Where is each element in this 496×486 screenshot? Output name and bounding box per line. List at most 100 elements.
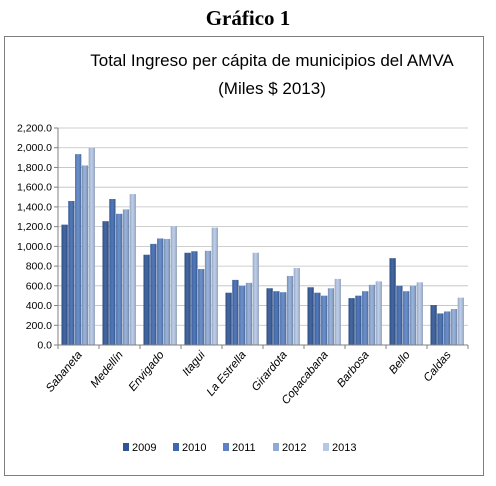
- bar: [307, 287, 314, 345]
- chart-subtitle: (Miles $ 2013): [218, 79, 326, 98]
- bar-shade: [157, 238, 164, 345]
- bar-shade: [150, 243, 157, 345]
- bar: [314, 292, 321, 345]
- legend-label: 2013: [332, 442, 356, 454]
- bar: [273, 291, 280, 345]
- bar-shade: [116, 213, 123, 345]
- category-label: Barbosa: [335, 349, 372, 390]
- y-tick-label: 1,000.0: [17, 241, 52, 253]
- bar: [266, 288, 273, 345]
- legend-swatch: [173, 443, 179, 451]
- bar-shade: [239, 285, 246, 345]
- bar: [321, 295, 328, 345]
- legend: 2009 2010 2011 2012 2013: [123, 442, 356, 454]
- bar: [143, 254, 150, 345]
- category-label: La Estrella: [205, 349, 249, 398]
- bar-shade: [280, 292, 287, 345]
- bar-shade: [143, 254, 150, 345]
- legend-swatch: [273, 443, 279, 451]
- legend-item: 2009: [123, 442, 156, 454]
- bar-shade: [129, 194, 136, 345]
- bar-shade: [307, 287, 314, 345]
- legend-label: 2009: [132, 442, 156, 454]
- bar-shade: [122, 209, 130, 345]
- bar-shade: [416, 282, 423, 345]
- bar: [116, 213, 123, 345]
- legend-item: 2011: [223, 442, 256, 454]
- category-label: Caldas: [422, 349, 454, 384]
- legend-item: 2013: [323, 442, 356, 454]
- legend-label: 2012: [282, 442, 306, 454]
- y-tick-label: 800.0: [26, 261, 52, 273]
- bar-shade: [334, 278, 341, 345]
- category-label: Bello: [387, 349, 413, 377]
- bar: [109, 199, 116, 345]
- bar: [396, 285, 403, 345]
- bar: [368, 284, 376, 345]
- bar-shade: [75, 154, 82, 345]
- bar-shade: [457, 297, 464, 345]
- y-tick-label: 1,800.0: [17, 162, 52, 174]
- category-label: Sabaneta: [44, 349, 85, 394]
- bar: [245, 282, 253, 345]
- category-label: Medellín: [89, 349, 126, 390]
- y-tick-label: 0.0: [37, 340, 52, 352]
- bar-shade: [211, 227, 218, 345]
- bar-shade: [362, 291, 369, 345]
- bar: [444, 311, 451, 345]
- bar: [450, 308, 458, 345]
- bar-shade: [102, 221, 109, 345]
- bar-shade: [109, 199, 116, 345]
- bar-shade: [409, 285, 417, 345]
- bar: [129, 194, 136, 345]
- bar: [416, 282, 423, 345]
- bar-shade: [273, 291, 280, 345]
- bar: [191, 251, 198, 345]
- y-tick-label: 600.0: [26, 280, 52, 292]
- bar-shade: [225, 292, 232, 345]
- bar: [348, 298, 355, 345]
- y-tick-label: 200.0: [26, 320, 52, 332]
- bar: [75, 154, 82, 345]
- bar: [334, 278, 341, 345]
- bar-shade: [266, 288, 273, 345]
- bar-shade: [170, 226, 177, 345]
- y-tick-label: 2,200.0: [17, 123, 52, 135]
- bar-shade: [444, 311, 451, 345]
- bar: [204, 250, 212, 345]
- bar-shade: [368, 284, 376, 345]
- bar: [362, 291, 369, 345]
- legend-label: 2011: [232, 442, 256, 454]
- bar-shade: [348, 298, 355, 345]
- category-label: Itagui: [181, 349, 209, 379]
- bar: [211, 227, 218, 345]
- bar: [286, 275, 294, 345]
- bar: [102, 221, 109, 345]
- bar-shade: [204, 250, 212, 345]
- bars: [61, 147, 464, 345]
- chart-title: Total Ingreso per cápita de municipios d…: [90, 51, 454, 70]
- bar: [232, 279, 239, 345]
- bar: [403, 291, 410, 345]
- bar: [157, 238, 164, 345]
- axes: [57, 128, 469, 349]
- bar: [355, 295, 362, 345]
- bar: [327, 288, 335, 345]
- legend-item: 2010: [173, 442, 206, 454]
- category-label: Envigado: [127, 349, 167, 394]
- bar-shade: [68, 200, 75, 345]
- bar-shade: [61, 224, 68, 345]
- bar-shade: [450, 308, 458, 345]
- y-tick-label: 400.0: [26, 300, 52, 312]
- bar: [150, 243, 157, 345]
- bar-shade: [286, 275, 294, 345]
- bar: [88, 147, 95, 345]
- bar-shade: [314, 292, 321, 345]
- bar: [198, 269, 205, 345]
- bar-shade: [232, 279, 239, 345]
- bar: [252, 252, 259, 345]
- bar-shade: [375, 281, 382, 345]
- bar-shade: [396, 285, 403, 345]
- bar: [170, 226, 177, 345]
